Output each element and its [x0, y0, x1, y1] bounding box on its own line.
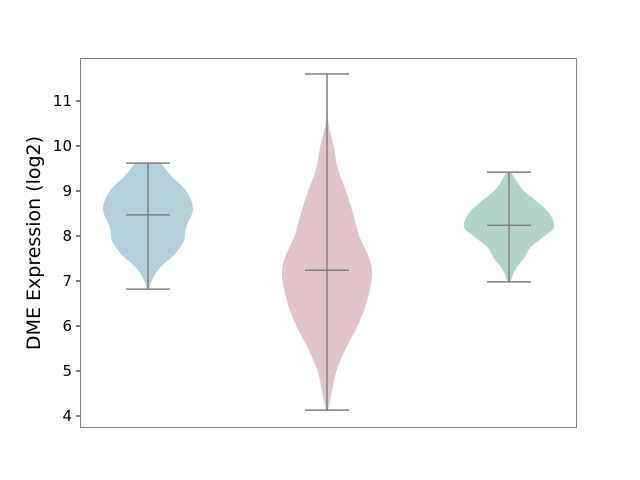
y-tick-label: 8 — [62, 227, 72, 245]
y-tick-label: 11 — [53, 92, 72, 110]
y-tick-label: 9 — [62, 182, 72, 200]
y-tick-label: 4 — [62, 407, 72, 425]
y-tick-label: 5 — [62, 362, 72, 380]
y-tick-label: 7 — [62, 272, 72, 290]
y-tick-label: 6 — [62, 317, 72, 335]
violin-2 — [281, 73, 373, 411]
violin-1 — [103, 162, 193, 290]
y-axis: 4 5 6 7 8 9 10 11 — [53, 92, 80, 425]
plot-frame — [80, 58, 577, 428]
violins — [103, 73, 555, 411]
violin-3 — [463, 171, 555, 283]
y-tick-label: 10 — [53, 137, 72, 155]
y-axis-label: DME Expression (log2) — [23, 136, 45, 350]
